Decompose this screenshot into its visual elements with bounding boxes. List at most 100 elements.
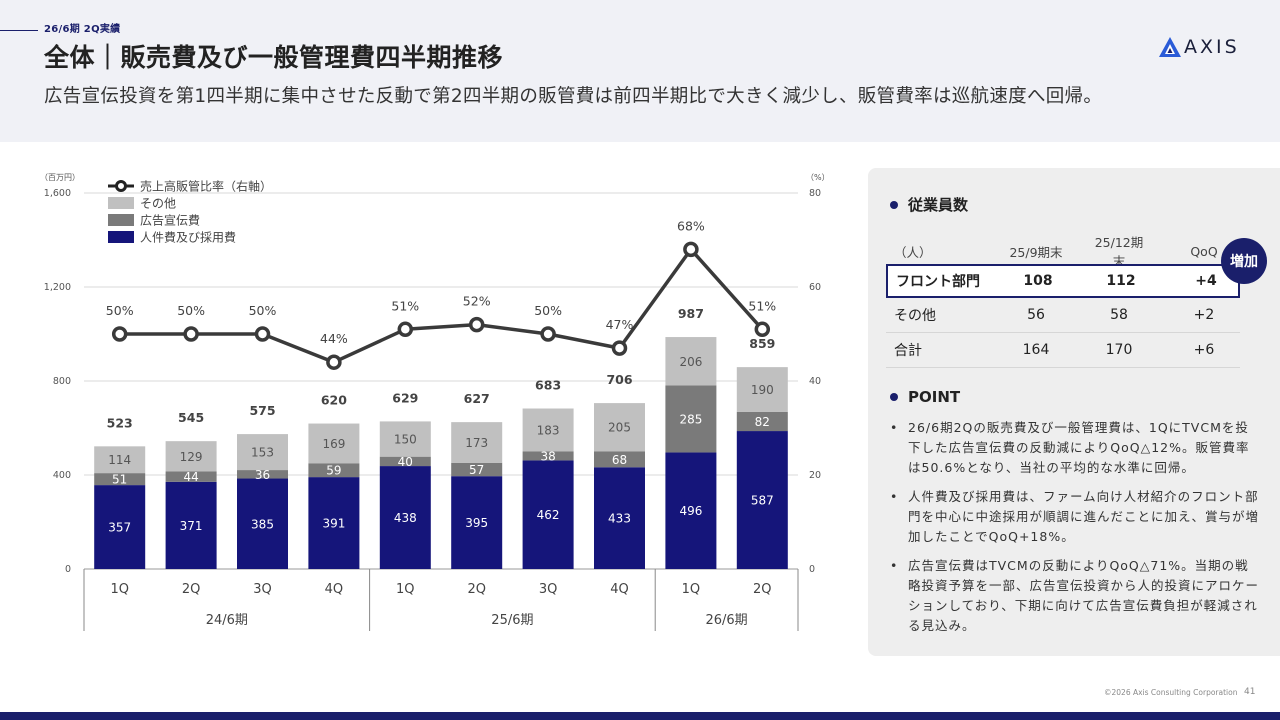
bar-data-label: 371 xyxy=(180,519,203,533)
bar-segment xyxy=(237,478,288,569)
ratio-point xyxy=(326,354,342,370)
bar-segment xyxy=(594,451,645,468)
x-tick-label: 3Q xyxy=(539,582,558,597)
table-cell: フロント部門 xyxy=(896,274,980,290)
bar-data-label: 587 xyxy=(751,494,774,508)
bar-data-label: 357 xyxy=(108,521,131,535)
table-cell: 合計 xyxy=(894,343,922,359)
bullet-dot-icon xyxy=(890,393,898,401)
bar-segment xyxy=(308,463,360,478)
table-cell: 112 xyxy=(1106,273,1136,289)
ratio-point xyxy=(754,321,771,338)
y2-tick-label: 20 xyxy=(809,470,821,481)
x-tick-label: 3Q xyxy=(253,582,272,597)
x-tick-label: 1Q xyxy=(110,582,129,597)
table-cell: 170 xyxy=(1105,342,1133,358)
y-tick-label: 0 xyxy=(65,564,71,575)
bar-data-label: 169 xyxy=(322,437,345,451)
point-item: 26/6期2Qの販売費及び一般管理費は、1QにTVCMを投下した広告宣伝費の反動… xyxy=(890,418,1262,478)
bar-total-label: 523 xyxy=(107,415,133,430)
y2-axis-unit: （%） xyxy=(806,173,830,182)
table-cell: 58 xyxy=(1110,307,1128,323)
ratio-point xyxy=(397,321,414,338)
bar-data-label: 496 xyxy=(679,504,702,518)
section-rule xyxy=(0,30,38,31)
bar-data-label: 129 xyxy=(180,450,203,464)
legend-swatch xyxy=(108,197,134,209)
period-label: 24/6期 xyxy=(206,613,248,628)
bar-segment xyxy=(594,403,645,452)
bar-data-label: 59 xyxy=(326,464,341,478)
period-label: 25/6期 xyxy=(491,613,533,628)
bar-data-label: 438 xyxy=(394,511,417,525)
employees-heading: 従業員数 xyxy=(890,194,968,215)
chart-svg: 0 400 800 1,200 1,600 0 20 40 60 80 （百万円） （%） 357 51 1… xyxy=(40,173,830,631)
ratio-data-label: 68% xyxy=(677,218,705,233)
bar-segment xyxy=(451,462,503,477)
sga-chart: 0 400 800 1,200 1,600 0 20 40 60 80 （百万円） （%） 357 51 1… xyxy=(0,150,860,650)
table-cell: +4 xyxy=(1195,273,1217,289)
header-band xyxy=(0,0,1280,142)
bar-segment xyxy=(237,434,288,471)
bar-data-label: 38 xyxy=(540,449,555,463)
point-heading: POINT xyxy=(890,388,960,406)
table-cell: 164 xyxy=(1022,342,1050,358)
bar-data-label: 190 xyxy=(751,383,774,397)
x-tick-label: 4Q xyxy=(610,582,629,597)
bar-segment xyxy=(94,485,146,569)
bar-segment xyxy=(451,422,503,463)
bar-segment xyxy=(379,421,431,457)
table-cell: +6 xyxy=(1193,342,1215,358)
y-tick-label: 1,200 xyxy=(44,282,71,293)
copyright: ©2026 Axis Consulting Corporation xyxy=(1104,688,1238,697)
page-number: 41 xyxy=(1244,687,1256,697)
y2-tick-label: 40 xyxy=(809,376,821,387)
legend-label: その他 xyxy=(140,197,176,211)
bar-data-label: 36 xyxy=(255,468,270,482)
ratio-data-label: 47% xyxy=(606,317,634,332)
bar-total-label: 987 xyxy=(678,306,704,321)
bar-segment xyxy=(736,431,788,569)
ratio-data-label: 50% xyxy=(534,303,562,318)
period-label: 26/6期 xyxy=(705,613,747,628)
x-tick-label: 4Q xyxy=(325,582,344,597)
point-heading-text: POINT xyxy=(908,388,961,406)
legend-label: 人件費及び採用費 xyxy=(140,230,236,245)
bar-data-label: 173 xyxy=(465,436,488,450)
page-subtitle: 広告宣伝投資を第1四半期に集中させた反動で第2四半期の販管費は前四半期比で大きく… xyxy=(44,86,1103,107)
table-header-q1: 25/9期末 xyxy=(1009,244,1063,260)
ratio-data-label: 50% xyxy=(177,303,205,318)
bar-total-label: 683 xyxy=(535,377,561,392)
bar-segment xyxy=(522,451,574,461)
point-item: 広告宣伝費はTVCMの反動によりQoQ△71%。当期の戦略投資予算を一部、広告宣… xyxy=(890,556,1262,636)
point-list: 26/6期2Qの販売費及び一般管理費は、1QにTVCMを投下した広告宣伝費の反動… xyxy=(890,418,1262,645)
y-tick-label: 400 xyxy=(53,470,71,481)
bar-data-label: 433 xyxy=(608,512,631,526)
x-tick-label: 2Q xyxy=(182,582,201,597)
bar-total-label: 859 xyxy=(749,336,775,351)
bar-total-label: 627 xyxy=(464,391,490,406)
bar-data-label: 51 xyxy=(112,473,127,487)
legend-swatch xyxy=(108,231,134,243)
bar-data-label: 183 xyxy=(537,423,560,437)
ratio-line xyxy=(119,247,764,364)
bar-data-label: 206 xyxy=(679,355,702,369)
y2-tick-label: 60 xyxy=(809,282,821,293)
x-tick-label: 2Q xyxy=(753,582,772,597)
bar-total-label: 706 xyxy=(606,372,632,387)
ratio-point xyxy=(111,326,128,342)
axis-logo-icon xyxy=(1159,37,1181,57)
bar-segment xyxy=(308,477,360,569)
table-cell: +2 xyxy=(1193,307,1215,323)
bar-segment xyxy=(522,408,574,452)
point-item: 人件費及び採用費は、ファーム向け人材紹介のフロント部門を中心に中途採用が順調に進… xyxy=(890,487,1262,547)
ratio-point xyxy=(183,326,199,342)
x-tick-label: 1Q xyxy=(396,582,415,597)
y2-tick-label: 80 xyxy=(809,188,821,199)
bar-data-label: 40 xyxy=(398,455,413,469)
bar-segment xyxy=(165,441,217,472)
bar-segment xyxy=(237,470,288,479)
table-row-other: その他 56 58 +2 xyxy=(886,298,1240,333)
bar-data-label: 68 xyxy=(612,453,627,467)
side-panel: 従業員数 （人） 25/9期末 25/12期末 QoQ フロント部門 108 1… xyxy=(868,168,1280,656)
